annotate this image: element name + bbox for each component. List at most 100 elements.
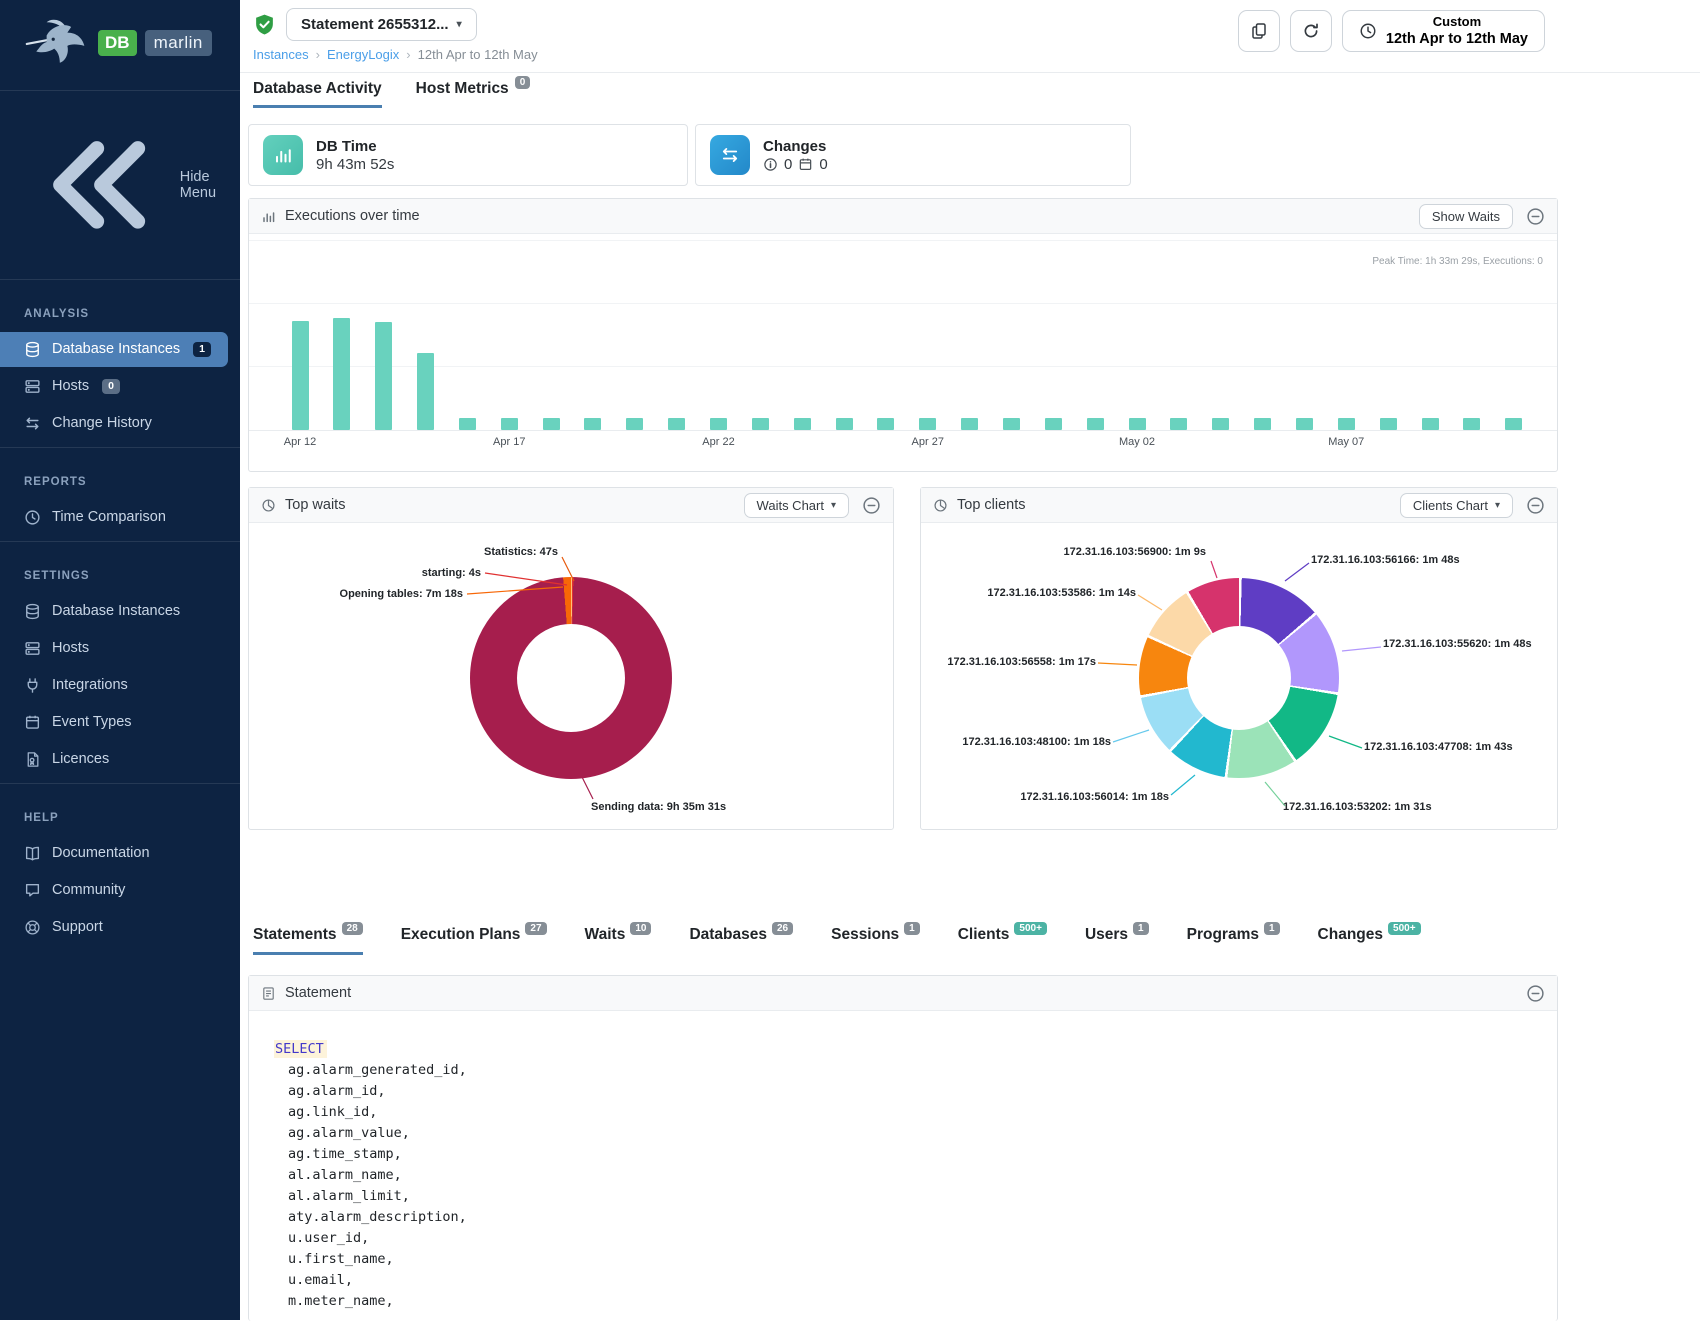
sql-line: ag.link_id,: [288, 1104, 378, 1120]
refresh-button[interactable]: [1289, 10, 1332, 52]
sidebar-item-label: Time Comparison: [52, 509, 166, 526]
collapse-icon[interactable]: [1526, 207, 1545, 226]
detail-tab-label: Statements: [253, 926, 337, 943]
breadcrumb-separator: ›: [315, 47, 320, 62]
info-circle-icon: [763, 157, 778, 172]
sidebar-item-documentation-settings[interactable]: Documentation: [0, 836, 228, 871]
detail-tab-label: Execution Plans: [400, 926, 521, 943]
execution-bar[interactable]: [1337, 418, 1355, 430]
top-waits-chart[interactable]: Statistics: 47s starting: 4s Opening table…: [249, 523, 893, 829]
execution-bar[interactable]: [333, 318, 351, 430]
execution-bar[interactable]: [835, 418, 853, 430]
x-axis-tick-label: May 02: [1118, 436, 1156, 448]
execution-bar[interactable]: [751, 418, 769, 430]
detail-tab-programs[interactable]: Programs 1: [1187, 922, 1280, 955]
execution-bar[interactable]: [1212, 418, 1230, 430]
gridline: [249, 240, 1557, 241]
execution-bar[interactable]: [1128, 418, 1146, 430]
top-waits-title: Top waits: [285, 497, 346, 513]
collapse-icon[interactable]: [862, 496, 881, 515]
app-logo[interactable]: DB marlin: [0, 0, 240, 84]
top-clients-chart[interactable]: 172.31.16.103:56900: 1m 9s 172.31.16.103:…: [921, 523, 1557, 829]
execution-bar[interactable]: [1463, 418, 1481, 430]
time-range-button[interactable]: Custom 12th Apr to 12th May: [1341, 10, 1545, 52]
execution-bar[interactable]: [1003, 418, 1020, 430]
execution-bar[interactable]: [291, 321, 309, 430]
execution-bar[interactable]: [375, 322, 393, 430]
db-time-icon: [263, 135, 303, 175]
statement-panel: Statement SELECT ag.alarm_generated_id, ag…: [248, 975, 1558, 1321]
execution-bar[interactable]: [542, 418, 560, 430]
execution-bar[interactable]: [1505, 418, 1523, 430]
execution-bar[interactable]: [877, 418, 895, 430]
detail-tab-sessions[interactable]: Sessions 1: [831, 922, 920, 955]
sidebar-item-time-comparison[interactable]: Time Comparison: [0, 500, 228, 535]
detail-tab-users[interactable]: Users 1: [1085, 922, 1149, 955]
show-waits-button[interactable]: Show Waits: [1418, 203, 1513, 229]
copy-button[interactable]: [1237, 10, 1280, 52]
server-icon: [24, 378, 41, 395]
executions-chart[interactable]: Peak Time: 1h 33m 29s, Executions: 0 Apr…: [249, 234, 1557, 471]
execution-bar[interactable]: [584, 418, 602, 430]
sidebar-item-label: Database Instances: [52, 341, 181, 358]
execution-bar[interactable]: [961, 418, 979, 430]
detail-tab-badge: 1: [904, 922, 920, 935]
sidebar-item-licences-settings[interactable]: Licences: [0, 742, 228, 777]
statement-selector-label: Statement 2655312...: [301, 16, 449, 33]
execution-bar[interactable]: [500, 418, 518, 430]
tab-database-activity[interactable]: Database Activity: [253, 80, 382, 108]
breadcrumb-instance-name[interactable]: EnergyLogix: [327, 47, 400, 62]
execution-bar[interactable]: [417, 353, 435, 430]
execution-bar[interactable]: [458, 418, 476, 430]
sql-line: u.email,: [288, 1272, 354, 1288]
detail-tab-databases[interactable]: Databases 26: [689, 922, 794, 955]
collapse-icon[interactable]: [1526, 984, 1545, 1003]
chevron-down-icon: ▾: [456, 19, 462, 30]
donut-slice-label: 172.31.16.103:56166: 1m 48s: [1311, 554, 1460, 566]
sidebar-item-community-settings[interactable]: Community: [0, 873, 228, 908]
sidebar-item-change-history[interactable]: Change History: [0, 406, 228, 441]
statement-panel-title: Statement: [285, 985, 352, 1001]
execution-bar[interactable]: [710, 418, 727, 430]
waits-chart-dropdown[interactable]: Waits Chart ▾: [743, 492, 849, 518]
execution-bar[interactable]: [1170, 418, 1188, 430]
divider: [0, 90, 240, 91]
sidebar-item-event-types-settings[interactable]: Event Types: [0, 705, 228, 740]
sidebar-item-label: Support: [52, 919, 103, 936]
execution-bar[interactable]: [919, 418, 937, 430]
sidebar-item-label: Documentation: [52, 845, 150, 862]
waits-chart-label: Waits Chart: [756, 497, 824, 513]
sidebar-item-integrations-settings[interactable]: Integrations: [0, 668, 228, 703]
detail-tab-changes[interactable]: Changes 500+: [1317, 922, 1421, 955]
execution-bar[interactable]: [1044, 418, 1062, 430]
detail-tab-clients[interactable]: Clients 500+: [958, 922, 1047, 955]
changes-info-count: 0: [784, 156, 793, 174]
detail-tab-label: Changes: [1317, 926, 1384, 943]
execution-bar[interactable]: [1295, 418, 1313, 430]
donut-slice-label: 172.31.16.103:56014: 1m 18s: [1020, 791, 1169, 803]
execution-bar[interactable]: [1086, 418, 1104, 430]
breadcrumb-current: 12th Apr to 12th May: [417, 47, 538, 62]
detail-tab-waits[interactable]: Waits 10: [585, 922, 652, 955]
execution-bar[interactable]: [626, 418, 644, 430]
refresh-icon: [1301, 21, 1321, 41]
execution-bar[interactable]: [1254, 418, 1272, 430]
sidebar-item-database-instances-settings[interactable]: Database Instances: [0, 594, 228, 629]
detail-tab-execution-plans[interactable]: Execution Plans 27: [400, 922, 547, 955]
tab-host-metrics[interactable]: Host Metrics 0: [416, 76, 531, 108]
sidebar-item-database-instances[interactable]: Database Instances 1: [0, 331, 228, 367]
detail-tab-statements[interactable]: Statements 28: [253, 922, 363, 955]
execution-bar[interactable]: [1421, 418, 1439, 430]
clients-chart-dropdown[interactable]: Clients Chart ▾: [1399, 492, 1513, 518]
sidebar-item-label: Hosts: [52, 640, 90, 657]
hide-menu-button[interactable]: Hide Menu: [0, 97, 240, 273]
breadcrumb-instances[interactable]: Instances: [253, 47, 309, 62]
sidebar-item-hosts-settings[interactable]: Hosts: [0, 631, 228, 666]
sidebar-item-hosts[interactable]: Hosts 0: [0, 369, 228, 404]
collapse-icon[interactable]: [1526, 496, 1545, 515]
execution-bar[interactable]: [668, 418, 686, 430]
statement-selector-button[interactable]: Statement 2655312... ▾: [286, 8, 477, 41]
execution-bar[interactable]: [793, 418, 811, 430]
execution-bar[interactable]: [1379, 418, 1397, 430]
sidebar-item-support-settings[interactable]: Support: [0, 910, 228, 945]
